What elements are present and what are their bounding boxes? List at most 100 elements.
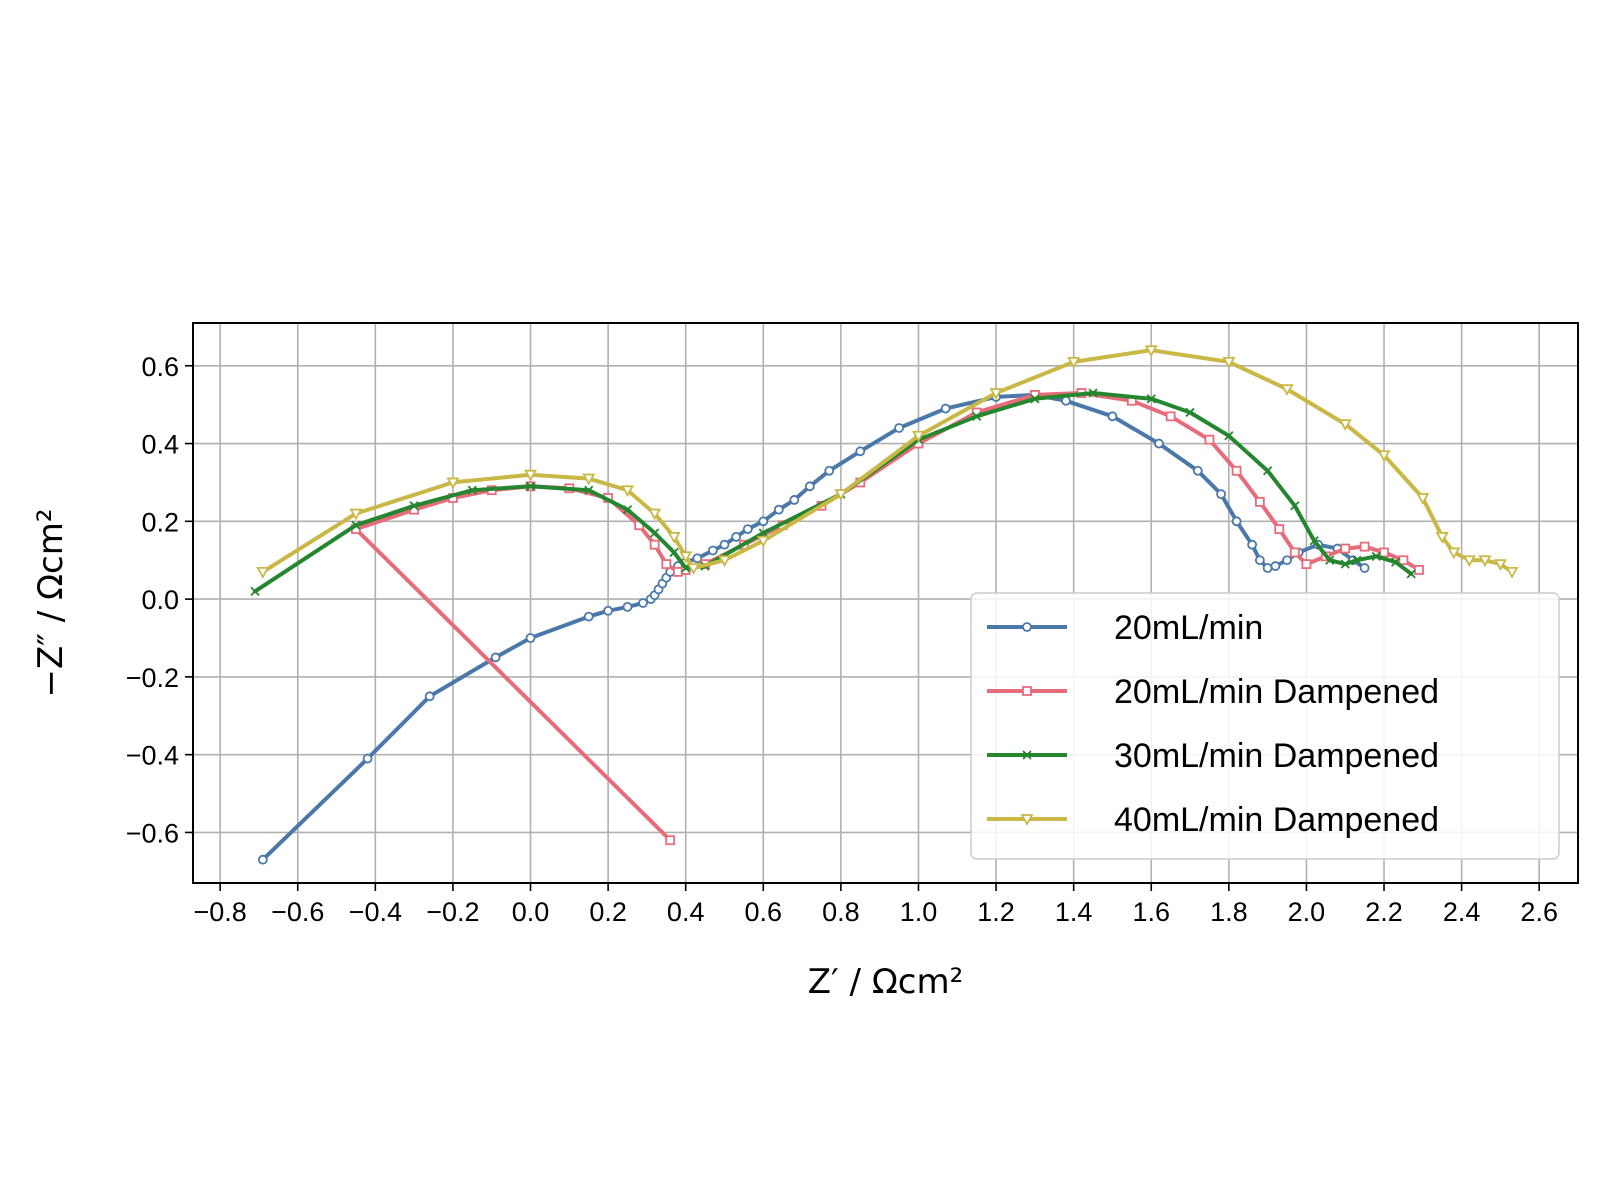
- x-tick-label: 1.4: [1055, 897, 1093, 927]
- data-point: [1254, 555, 1265, 566]
- data-point: [1447, 547, 1461, 560]
- data-point: [1222, 356, 1236, 369]
- data-point: [719, 539, 730, 550]
- data-point: [1505, 566, 1519, 579]
- x-tick-label: 0.0: [512, 897, 550, 927]
- data-point: [834, 489, 848, 501]
- data-point: [1406, 569, 1416, 579]
- data-point: [1391, 557, 1401, 567]
- data-point: [667, 531, 681, 544]
- data-point: [894, 423, 904, 433]
- x-tick-label: 2.0: [1288, 897, 1326, 927]
- data-point: [467, 485, 477, 495]
- data-point: [673, 566, 683, 577]
- legend-entry: 20mL/min: [987, 609, 1263, 647]
- data-point: [525, 633, 536, 643]
- y-tick-label: −0.6: [126, 818, 179, 848]
- data-point: [583, 611, 594, 622]
- data-point: [620, 485, 635, 498]
- data-point: [1340, 559, 1350, 569]
- data-point: [584, 485, 594, 495]
- data-point: [1359, 541, 1370, 552]
- data-point: [446, 477, 460, 490]
- data-point: [1309, 536, 1319, 546]
- data-point: [1231, 465, 1242, 476]
- x-tick-label: 1.6: [1132, 897, 1170, 927]
- legend-marker: [1022, 750, 1032, 760]
- data-point: [1371, 551, 1381, 561]
- data-point: [523, 469, 538, 482]
- data-point: [349, 508, 363, 521]
- data-point: [1270, 561, 1281, 571]
- data-point: [692, 553, 703, 564]
- data-point: [582, 473, 596, 486]
- axis-ticks: −0.8 −0.6 −0.4 −0.2 0.0 0.2 0.4 0.6 0.8 1.0 1.2 1.4…: [126, 352, 1558, 927]
- data-point: [1088, 388, 1098, 398]
- data-point: [1416, 493, 1430, 505]
- data-point: [362, 753, 373, 764]
- data-point: [1107, 411, 1118, 422]
- x-tick-label: 1.0: [900, 897, 938, 927]
- legend-label: 30mL/min Dampened: [1114, 737, 1439, 775]
- data-point: [804, 481, 815, 492]
- data-point: [1462, 555, 1476, 568]
- data-point: [1289, 547, 1300, 558]
- x-tick-label: 0.4: [667, 897, 705, 927]
- series-4: [256, 345, 1519, 579]
- data-point: [665, 835, 676, 846]
- data-point: [686, 563, 700, 575]
- data-point: [972, 411, 982, 421]
- data-point: [1478, 555, 1492, 568]
- y-tick-label: −0.2: [126, 663, 179, 693]
- data-point: [669, 547, 679, 558]
- data-point: [1280, 384, 1294, 396]
- data-point: [1414, 565, 1424, 575]
- data-point: [1204, 434, 1215, 445]
- data-point: [351, 520, 361, 530]
- data-point: [638, 598, 648, 608]
- x-tick-label: 1.8: [1210, 897, 1248, 927]
- data-point: [1144, 345, 1158, 358]
- data-point: [1154, 438, 1164, 449]
- legend-marker: [1020, 814, 1034, 826]
- legend-label: 40mL/min Dampened: [1114, 801, 1439, 839]
- x-axis-label: Z′ / Ωcm²: [808, 962, 964, 1002]
- data-point: [1301, 559, 1312, 570]
- data-point: [789, 495, 800, 505]
- data-point: [1274, 524, 1285, 535]
- data-point: [824, 465, 835, 476]
- data-point: [731, 531, 742, 542]
- x-tick-label: 0.6: [745, 897, 783, 927]
- legend-label: 20mL/min: [1114, 609, 1263, 647]
- data-point: [1254, 496, 1265, 507]
- data-point: [707, 545, 718, 556]
- data-point: [1247, 539, 1258, 550]
- legend-box: [970, 592, 1560, 860]
- data-point: [603, 605, 614, 616]
- x-tick-label: 0.2: [589, 897, 627, 927]
- data-point: [648, 508, 662, 521]
- data-point: [1185, 407, 1195, 418]
- data-point: [758, 516, 769, 527]
- data-point: [911, 430, 926, 443]
- data-point: [409, 501, 419, 511]
- legend-marker: [1022, 686, 1032, 696]
- data-point: [1282, 555, 1292, 566]
- data-point: [1067, 356, 1081, 369]
- data-point: [490, 652, 501, 663]
- legend-entry: 40mL/min Dampened: [987, 801, 1439, 839]
- legend-marker: [1022, 622, 1032, 632]
- data-point: [1352, 555, 1362, 565]
- x-tick-label: −0.2: [426, 897, 479, 927]
- data-point: [855, 446, 866, 457]
- legend-label: 20mL/min Dampened: [1114, 673, 1439, 711]
- data-point: [758, 528, 768, 538]
- data-point: [1165, 411, 1176, 422]
- x-tick-label: 2.2: [1365, 897, 1403, 927]
- data-point: [1030, 394, 1040, 404]
- x-tick-label: 1.2: [977, 897, 1015, 927]
- data-point: [622, 601, 633, 612]
- data-point: [756, 535, 770, 548]
- data-point: [1216, 489, 1226, 500]
- data-point: [424, 691, 435, 702]
